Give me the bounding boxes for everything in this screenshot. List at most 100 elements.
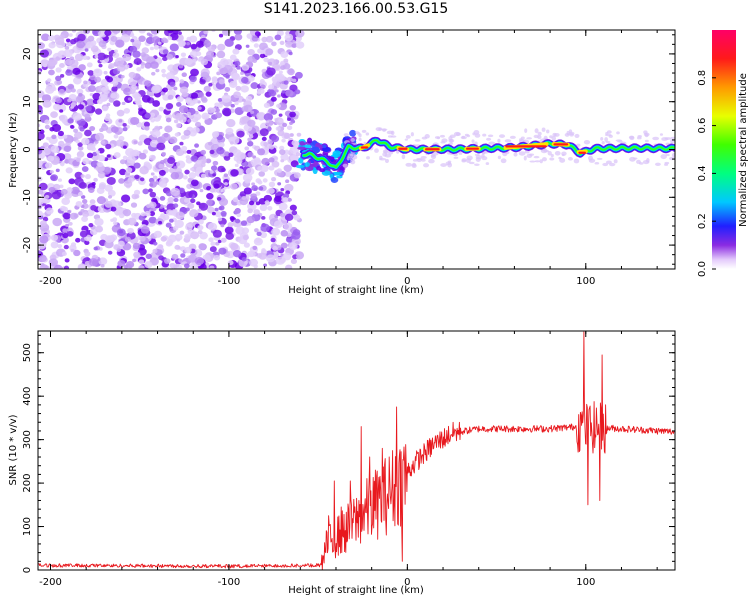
noise-blob [82,157,90,165]
noise-blob [152,100,161,107]
noise-blob [162,87,168,93]
noise-blob [249,251,256,257]
noise-blob [276,168,283,173]
noise-blob [59,114,68,123]
noise-blob [187,202,195,210]
noise-blob [106,76,114,83]
x-tick-label: -100 [218,577,241,588]
noise-blob [271,41,277,47]
noise-blob [229,215,235,221]
noise-blob [294,71,303,79]
noise-blob [289,204,297,211]
noise-blob [63,265,70,269]
noise-blob [275,81,281,87]
noise-blob [218,247,227,255]
noise-blob [167,94,174,100]
halo-speck [365,132,370,136]
noise-blob [62,228,68,233]
noise-blob [234,60,241,67]
noise-blob [87,35,95,42]
noise-blob [259,53,266,59]
noise-blob [93,177,98,182]
noise-blob [184,57,193,66]
noise-blob [136,67,142,72]
noise-blob [186,42,190,46]
noise-blob [168,218,174,223]
noise-blob [169,136,178,144]
noise-blob [38,210,43,217]
noise-blob [167,234,177,243]
halo-speck [405,134,411,139]
noise-blob [58,88,65,95]
halo-speck [482,133,487,137]
colorbar-gradient [712,30,736,269]
noise-blob [260,164,269,173]
noise-blob [104,200,113,208]
noise-blob [70,125,75,129]
noise-blob [290,258,298,265]
noise-blob [46,136,50,141]
halo-speck [654,162,661,166]
noise-blob [185,97,193,104]
noise-blob [78,64,86,71]
noise-blob [180,253,186,258]
noise-blob [152,175,158,180]
noise-blob [234,163,239,168]
noise-blob [251,182,256,186]
colorbar-label: Normalized spectral amplitude [738,73,749,227]
noise-blob [133,189,141,196]
halo-speck [497,155,502,160]
x-tick-label: 100 [576,577,595,588]
noise-blob [225,75,230,79]
noise-blob [60,162,65,167]
noise-blob [201,112,210,120]
y-tick-label: 300 [22,430,33,449]
noise-blob [245,44,250,48]
noise-blob [68,178,76,185]
noise-blob [119,168,127,176]
snr-plot-area [38,331,675,570]
noise-blob [93,30,98,35]
noise-blob [278,149,286,155]
noise-blob [104,184,113,192]
noise-blob [90,45,99,53]
noise-blob [189,209,199,218]
noise-blob [264,200,270,205]
noise-blob [97,154,106,162]
noise-blob [161,133,171,141]
noise-blob [280,153,289,161]
noise-blob [247,75,255,82]
noise-blob [49,169,54,174]
noise-blob [215,241,220,246]
noise-blob [194,121,202,128]
noise-blob [89,74,96,81]
noise-blob [130,116,140,125]
noise-blob [38,182,48,191]
noise-blob [110,206,117,212]
noise-blob [228,152,234,158]
noise-blob [164,125,173,133]
noise-blob [47,34,55,41]
transition-blob [306,137,313,144]
noise-blob [294,89,301,95]
noise-blob [189,35,198,43]
noise-blob [65,38,71,43]
noise-blob [138,214,146,221]
noise-blob [122,127,128,132]
noise-blob [287,197,292,202]
noise-blob [209,265,215,269]
noise-blob [271,160,280,168]
halo-speck [481,153,485,158]
noise-blob [57,244,63,249]
noise-blob [122,145,127,149]
noise-blob [48,258,59,267]
colorbar-tick-label: 0.0 [697,261,708,277]
halo-speck [529,160,536,163]
noise-blob [53,103,61,111]
noise-blob [271,135,280,143]
noise-blob [175,148,185,157]
noise-blob [189,75,197,83]
noise-blob [82,211,90,218]
halo-speck [410,132,414,137]
